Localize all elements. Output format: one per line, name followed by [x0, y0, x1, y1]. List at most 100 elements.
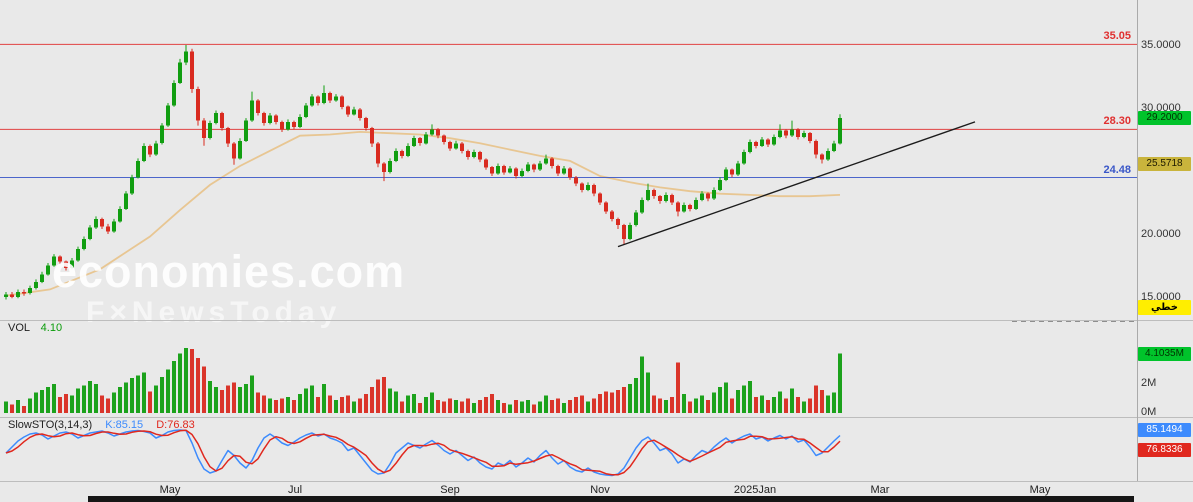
- volume-bar: [460, 401, 464, 413]
- volume-bar: [22, 405, 26, 414]
- candlestick: [802, 133, 806, 137]
- candlestick: [448, 142, 452, 149]
- candlestick: [76, 249, 80, 261]
- candlestick: [622, 225, 626, 240]
- candlestick: [598, 193, 602, 203]
- candlestick: [436, 129, 440, 136]
- volume-bar: [310, 385, 314, 413]
- volume-bar: [88, 381, 92, 413]
- candlestick: [298, 116, 302, 127]
- volume-bar: [616, 389, 620, 413]
- volume-bar: [382, 376, 386, 414]
- trendline[interactable]: [617, 121, 976, 248]
- volume-bar: [322, 384, 326, 413]
- horizontal-scrollbar[interactable]: [88, 496, 1134, 502]
- volume-bar: [802, 401, 806, 413]
- volume-bar: [112, 392, 116, 413]
- candlestick: [10, 294, 14, 297]
- volume-bar: [334, 399, 338, 413]
- volume-bar: [304, 388, 308, 413]
- volume-bar: [652, 395, 656, 413]
- candlestick: [502, 166, 506, 173]
- candlestick: [148, 145, 152, 155]
- candlestick: [580, 183, 584, 190]
- volume-bar: [208, 381, 212, 413]
- volume-bar: [694, 398, 698, 413]
- candlestick: [424, 134, 428, 144]
- candlestick: [190, 51, 194, 90]
- volume-bar: [352, 401, 356, 413]
- volume-bar: [226, 385, 230, 413]
- candlestick: [838, 118, 842, 144]
- divider-price-axis: [1137, 0, 1138, 481]
- candlestick: [358, 109, 362, 119]
- candlestick: [544, 158, 548, 164]
- volume-bar: [634, 378, 638, 413]
- volume-bar: [28, 398, 32, 413]
- volume-bar: [268, 398, 272, 413]
- volume-bar: [526, 399, 530, 413]
- volume-bar: [340, 397, 344, 413]
- volume-bar: [46, 386, 50, 413]
- candlestick: [646, 189, 650, 200]
- candlestick: [106, 226, 110, 232]
- volume-bar: [472, 402, 476, 413]
- candlestick: [262, 113, 266, 124]
- candlestick: [526, 164, 530, 171]
- volume-bar: [370, 386, 374, 413]
- moving-average-line: [5, 130, 841, 297]
- volume-bar: [604, 391, 608, 414]
- volume-bar: [640, 356, 644, 413]
- volume-bar: [190, 349, 194, 413]
- volume-bar: [706, 399, 710, 413]
- candlestick: [826, 150, 830, 160]
- volume-bar: [718, 386, 722, 413]
- volume-bar: [502, 402, 506, 413]
- volume-bar: [184, 347, 188, 414]
- candlestick: [610, 211, 614, 219]
- candlestick: [532, 164, 536, 170]
- volume-panel-label: VOL 4.10: [8, 322, 62, 334]
- candlestick: [28, 288, 32, 294]
- volume-bar: [154, 385, 158, 413]
- volume-bar: [778, 391, 782, 414]
- candlestick: [418, 138, 422, 144]
- candlestick: [406, 145, 410, 156]
- volume-bar: [262, 395, 266, 413]
- volume-bar: [238, 386, 242, 413]
- candlestick: [118, 208, 122, 222]
- volume-bar: [202, 366, 206, 413]
- volume-bar: [814, 385, 818, 413]
- volume-bar: [220, 389, 224, 413]
- candlestick: [52, 256, 56, 266]
- volume-bar: [298, 394, 302, 413]
- volume-bar: [94, 384, 98, 413]
- volume-bar: [358, 398, 362, 413]
- candlestick: [688, 205, 692, 209]
- volume-bar: [448, 398, 452, 413]
- volume-bar: [688, 401, 692, 413]
- volume-bar: [508, 404, 512, 413]
- volume-bar: [130, 378, 134, 413]
- candlestick: [382, 163, 386, 173]
- candlestick: [280, 121, 284, 130]
- volume-bar: [670, 397, 674, 413]
- candlestick: [94, 218, 98, 228]
- candlestick: [808, 133, 812, 141]
- candlestick: [334, 96, 338, 101]
- volume-bar: [142, 372, 146, 413]
- volume-bar: [76, 388, 80, 413]
- volume-bar: [244, 384, 248, 413]
- candlestick: [340, 96, 344, 107]
- candlestick: [412, 138, 416, 146]
- candlestick: [352, 109, 356, 115]
- volume-bar: [496, 399, 500, 413]
- last-price-badge: 29.2000: [1138, 111, 1191, 125]
- candlestick: [466, 150, 470, 158]
- volume-bar: [724, 382, 728, 413]
- candlestick: [514, 168, 518, 177]
- linear-tool-badge[interactable]: خطي: [1138, 300, 1191, 315]
- candlestick: [58, 256, 62, 262]
- volume-bar: [166, 369, 170, 413]
